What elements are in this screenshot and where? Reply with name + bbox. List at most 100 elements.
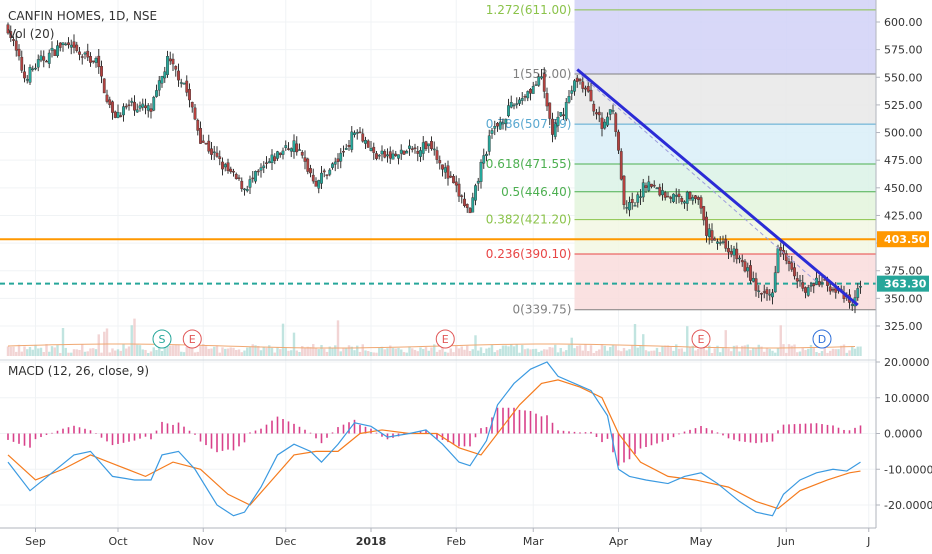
volume-bar: [375, 352, 378, 356]
volume-bar: [721, 347, 725, 356]
candle-body: [116, 111, 120, 118]
volume-bar: [210, 348, 213, 356]
fib-level-label: 0.5(446.40): [501, 185, 571, 199]
volume-ma-line: [7, 343, 856, 349]
candle-body: [284, 145, 288, 148]
candle-body: [383, 151, 387, 158]
event-marker[interactable]: [152, 329, 172, 349]
volume-bar: [768, 348, 771, 356]
event-marker[interactable]: [812, 329, 832, 349]
volume-bar: [677, 348, 681, 356]
volume-bar: [122, 344, 125, 356]
macd-histogram-bar: [205, 433, 207, 446]
candle-body: [817, 281, 821, 286]
candle-body: [108, 99, 112, 106]
macd-histogram-bar: [326, 433, 328, 438]
candle-body: [149, 108, 153, 112]
candle-body: [168, 58, 172, 62]
volume-bar: [845, 352, 848, 356]
candle-body: [89, 56, 92, 63]
volume-bar: [801, 348, 804, 356]
candle-body: [12, 39, 15, 41]
candle-body: [652, 184, 656, 187]
candle-body: [479, 161, 483, 182]
volume-bars: [6, 318, 862, 356]
candle-body: [628, 202, 631, 211]
volume-bar: [752, 347, 755, 356]
candle-body: [705, 216, 708, 236]
volume-bar: [603, 345, 606, 356]
volume-bar: [163, 345, 166, 356]
candle-body: [806, 287, 810, 296]
macd-histogram-bar: [722, 433, 724, 436]
candle-body: [221, 161, 224, 170]
volume-bar: [578, 345, 582, 356]
candle-body: [603, 121, 607, 129]
volume-bar: [53, 347, 56, 356]
candle-body: [798, 279, 802, 282]
macd-histogram-bar: [617, 433, 620, 466]
candle-body: [746, 267, 750, 272]
candle-body: [179, 82, 183, 84]
volume-bar: [378, 347, 381, 356]
candle-body: [735, 248, 739, 260]
candle-body: [317, 180, 321, 189]
volume-bar: [389, 345, 392, 356]
macd-histogram-bar: [177, 422, 180, 434]
candle-body: [190, 101, 194, 108]
candle-body: [144, 105, 147, 109]
candle-body: [278, 152, 282, 156]
macd-histogram-bar: [832, 425, 834, 434]
event-marker[interactable]: [691, 329, 711, 349]
candle-body: [42, 56, 46, 61]
volume-bar: [496, 350, 499, 356]
volume-bar: [152, 347, 155, 356]
candle-body: [779, 247, 783, 251]
volume-bar: [350, 346, 353, 356]
trendline-layer: [576, 68, 859, 307]
macd-signal-line: [7, 379, 861, 510]
macd-histogram-bar: [711, 430, 713, 434]
volume-bar: [661, 346, 664, 356]
candle-body: [617, 131, 620, 151]
macd-histogram-bar: [375, 432, 378, 434]
volume-bar: [430, 347, 433, 356]
event-marker[interactable]: [435, 329, 455, 349]
volume-bar: [422, 349, 425, 356]
volume-bar: [515, 344, 518, 356]
candle-body: [265, 162, 268, 164]
macd-histogram-bar: [590, 431, 592, 434]
volume-bar: [694, 350, 697, 356]
candle-body: [468, 208, 472, 214]
macd-histogram-bar: [238, 433, 240, 447]
candle-body: [410, 148, 414, 150]
volume-bar: [686, 326, 689, 356]
macd-histogram-bar: [672, 433, 675, 438]
volume-bar: [232, 347, 235, 356]
candle-body: [820, 281, 824, 284]
candle-body: [540, 76, 543, 79]
macd-histogram-bar: [579, 432, 581, 434]
candle-body: [661, 190, 664, 196]
macd-histogram-bar: [601, 433, 603, 443]
volume-bar: [785, 352, 788, 356]
candle-body: [509, 102, 513, 108]
candle-body: [80, 56, 84, 58]
volume-bar: [265, 347, 268, 356]
candle-body: [595, 112, 598, 115]
candle-body: [597, 111, 601, 116]
volume-bar: [64, 347, 67, 356]
candle-body: [243, 188, 246, 191]
event-marker[interactable]: [182, 329, 202, 349]
volume-bar: [716, 345, 719, 356]
price-axis-tag-label: 403.50: [884, 233, 927, 246]
volume-bar: [741, 345, 744, 356]
candle-body: [441, 164, 444, 170]
volume-bar: [45, 344, 48, 356]
time-tick-label: J: [866, 535, 870, 548]
volume-bar: [312, 344, 315, 356]
candle-body: [647, 181, 651, 191]
volume-bar: [177, 344, 180, 356]
time-tick-label: Feb: [447, 535, 466, 548]
downtrend-line: [576, 68, 859, 307]
